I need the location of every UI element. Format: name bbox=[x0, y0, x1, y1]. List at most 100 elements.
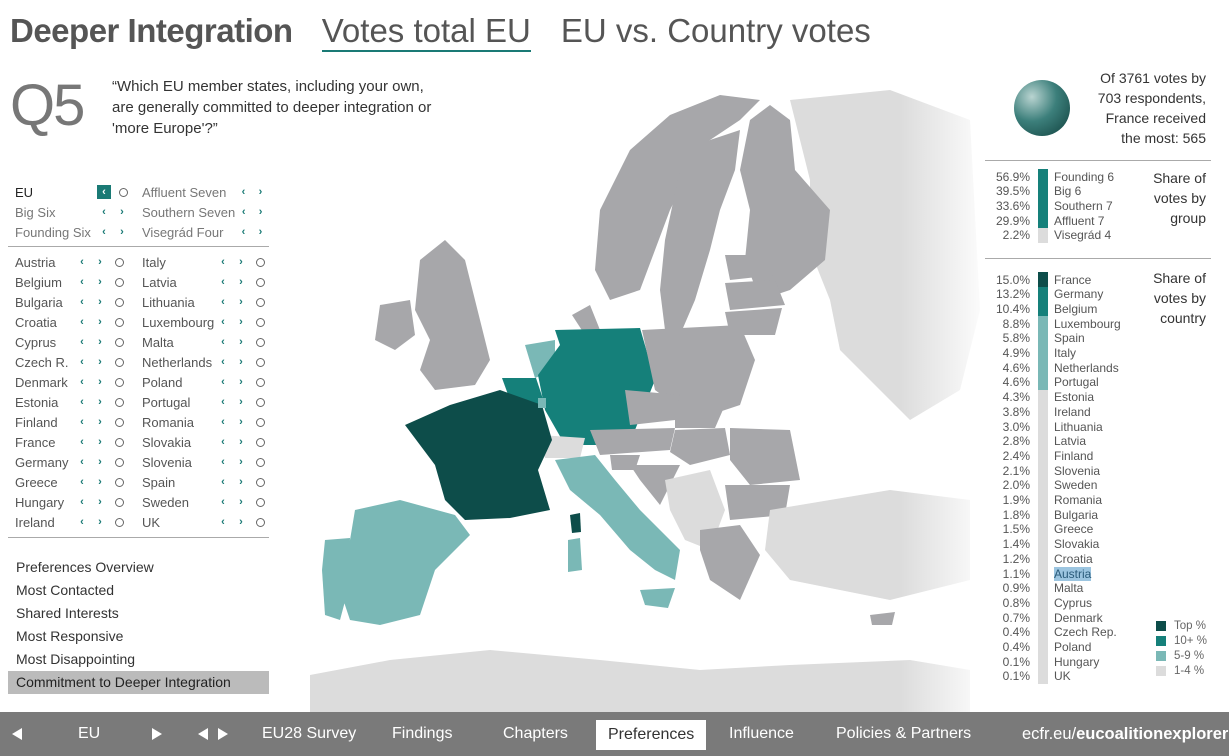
map-region-hungary[interactable] bbox=[670, 428, 730, 465]
radio-circle-icon[interactable] bbox=[256, 257, 265, 267]
radio-circle-icon[interactable] bbox=[256, 457, 265, 467]
chevron-right-icon[interactable]: › bbox=[239, 276, 243, 288]
country-name[interactable]: Slovenia bbox=[142, 454, 192, 470]
chevron-right-icon[interactable]: › bbox=[239, 396, 243, 408]
map-region-finland[interactable] bbox=[740, 105, 830, 300]
map-region-denmark[interactable] bbox=[572, 305, 600, 335]
country-name[interactable]: Romania bbox=[142, 414, 195, 430]
country-name[interactable]: France bbox=[15, 434, 56, 450]
group-name[interactable]: Southern Seven bbox=[142, 204, 236, 220]
group-name[interactable]: Affluent Seven bbox=[142, 184, 227, 200]
chevron-right-icon[interactable]: › bbox=[239, 376, 243, 388]
country-name[interactable]: Denmark bbox=[15, 374, 68, 390]
share-label[interactable]: Finland bbox=[1054, 448, 1094, 463]
share-label[interactable]: Estonia bbox=[1054, 390, 1095, 405]
chevron-left-icon[interactable]: ‹ bbox=[241, 206, 246, 218]
map-region-austria[interactable] bbox=[590, 428, 675, 455]
share-label[interactable]: Romania bbox=[1054, 493, 1103, 507]
country-name[interactable]: Netherlands bbox=[142, 354, 213, 370]
share-label[interactable]: Ireland bbox=[1054, 404, 1091, 419]
map-region-spain[interactable] bbox=[335, 500, 470, 625]
triangle-right-icon[interactable] bbox=[150, 727, 164, 741]
radio-circle-icon[interactable] bbox=[256, 437, 265, 447]
country-name[interactable]: Cyprus bbox=[15, 334, 57, 350]
view-tab-votes-total[interactable]: Votes total EU bbox=[321, 12, 531, 52]
map-region-croatia[interactable] bbox=[630, 465, 680, 505]
share-label[interactable]: Luxembourg bbox=[1054, 316, 1121, 331]
chevron-left-icon[interactable]: ‹ bbox=[221, 496, 225, 508]
radio-circle-icon[interactable] bbox=[115, 397, 124, 407]
share-label[interactable]: Latvia bbox=[1054, 434, 1087, 449]
chevron-right-icon[interactable]: › bbox=[98, 416, 102, 428]
chevron-left-icon[interactable]: ‹ bbox=[221, 516, 225, 528]
country-name[interactable]: Belgium bbox=[15, 274, 62, 290]
menu-item[interactable]: Most Responsive bbox=[16, 628, 124, 644]
country-name[interactable]: Portugal bbox=[142, 394, 191, 410]
map-region-greece[interactable] bbox=[700, 525, 760, 600]
chevron-left-icon[interactable]: ‹ bbox=[80, 276, 84, 288]
share-label[interactable]: Big 6 bbox=[1054, 184, 1082, 199]
share-label[interactable]: Slovakia bbox=[1054, 537, 1100, 552]
chevron-left-icon[interactable]: ‹ bbox=[221, 356, 225, 368]
share-label[interactable]: Netherlands bbox=[1054, 360, 1119, 375]
share-label[interactable]: Hungary bbox=[1054, 654, 1100, 669]
chevron-left-icon[interactable]: ‹ bbox=[80, 516, 84, 528]
country-name[interactable]: Austria bbox=[15, 254, 56, 270]
chevron-right-icon[interactable]: › bbox=[120, 226, 124, 238]
share-label[interactable]: Sweden bbox=[1054, 478, 1098, 493]
country-name[interactable]: Bulgaria bbox=[15, 294, 63, 310]
chevron-left-icon[interactable]: ‹ bbox=[241, 186, 246, 198]
chevron-right-icon[interactable]: › bbox=[239, 456, 243, 468]
radio-circle-icon[interactable] bbox=[256, 397, 265, 407]
radio-circle-icon[interactable] bbox=[115, 477, 124, 487]
chevron-right-icon[interactable]: › bbox=[98, 256, 102, 268]
chevron-left-icon[interactable]: ‹ bbox=[221, 376, 225, 388]
share-label[interactable]: Croatia bbox=[1054, 551, 1093, 566]
country-name[interactable]: Poland bbox=[142, 374, 183, 390]
chevron-right-icon[interactable]: › bbox=[239, 516, 243, 528]
chevron-left-icon[interactable]: ‹ bbox=[102, 226, 106, 238]
radio-circle-icon[interactable] bbox=[256, 417, 265, 427]
map-region-luxembourg[interactable] bbox=[538, 398, 546, 408]
chevron-left-icon[interactable]: ‹ bbox=[80, 356, 84, 368]
menu-item[interactable]: Commitment to Deeper Integration bbox=[8, 671, 269, 694]
map-region-romania[interactable] bbox=[730, 428, 800, 485]
share-label[interactable]: Lithuania bbox=[1054, 419, 1103, 434]
chevron-right-icon[interactable]: › bbox=[98, 336, 102, 348]
country-name[interactable]: Slovakia bbox=[142, 434, 192, 450]
radio-circle-icon[interactable] bbox=[115, 357, 124, 367]
chevron-right-icon[interactable]: › bbox=[98, 456, 102, 468]
chevron-left-icon[interactable]: ‹ bbox=[241, 226, 246, 238]
share-label[interactable]: Denmark bbox=[1054, 610, 1103, 625]
menu-item[interactable]: Most Disappointing bbox=[16, 651, 136, 667]
country-name[interactable]: Sweden bbox=[142, 494, 189, 510]
share-label[interactable]: Slovenia bbox=[1054, 463, 1101, 478]
map-region-ireland[interactable] bbox=[375, 300, 415, 350]
country-name[interactable]: Hungary bbox=[15, 494, 65, 510]
map-region-sweden[interactable] bbox=[660, 130, 740, 335]
radio-circle-icon[interactable] bbox=[256, 277, 265, 287]
chevron-right-icon[interactable]: › bbox=[258, 226, 263, 238]
footer-nav-item[interactable]: Policies & Partners bbox=[836, 725, 972, 742]
menu-item[interactable]: Preferences Overview bbox=[16, 559, 154, 575]
group-name[interactable]: Founding Six bbox=[15, 224, 91, 240]
map-region-latvia[interactable] bbox=[725, 280, 785, 310]
share-label[interactable]: Portugal bbox=[1054, 375, 1099, 390]
country-name[interactable]: Latvia bbox=[142, 274, 177, 290]
menu-item[interactable]: Most Contacted bbox=[16, 582, 115, 598]
chevron-right-icon[interactable]: › bbox=[239, 316, 243, 328]
map-region-france[interactable] bbox=[405, 390, 552, 520]
chevron-left-icon[interactable]: ‹ bbox=[221, 336, 225, 348]
chevron-right-icon[interactable]: › bbox=[98, 376, 102, 388]
share-label[interactable]: Cyprus bbox=[1054, 595, 1093, 610]
chevron-left-icon[interactable]: ‹ bbox=[97, 185, 111, 199]
view-tab-eu-vs-country[interactable]: EU vs. Country votes bbox=[560, 12, 871, 49]
radio-circle-icon[interactable] bbox=[256, 297, 265, 307]
radio-circle-icon[interactable] bbox=[115, 257, 124, 267]
double-triangle-icon[interactable] bbox=[196, 727, 230, 741]
radio-circle-icon[interactable] bbox=[115, 377, 124, 387]
chevron-right-icon[interactable]: › bbox=[98, 476, 102, 488]
radio-circle-icon[interactable] bbox=[256, 357, 265, 367]
radio-circle-icon[interactable] bbox=[119, 187, 128, 197]
chevron-left-icon[interactable]: ‹ bbox=[80, 296, 84, 308]
